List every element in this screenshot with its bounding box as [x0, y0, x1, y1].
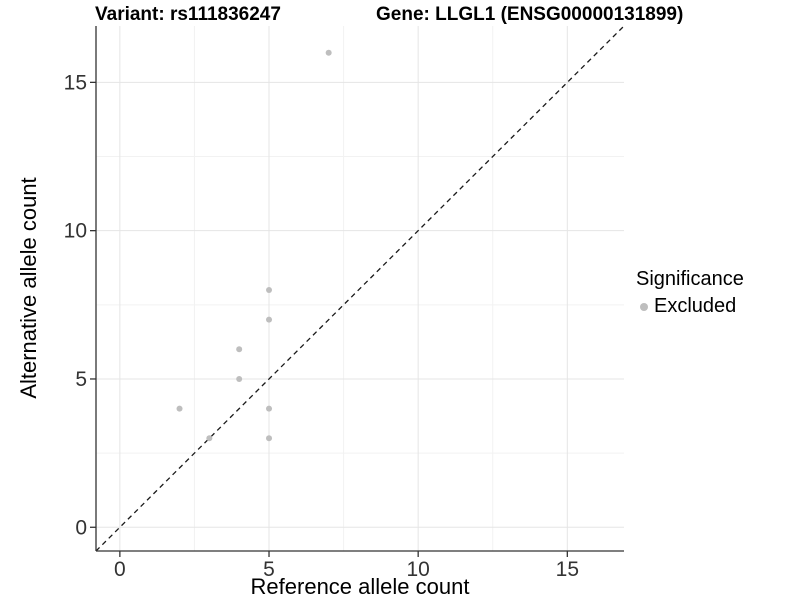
legend: Significance Excluded: [636, 268, 744, 318]
data-point: [266, 405, 273, 412]
y-tick-label: 15: [64, 71, 87, 94]
y-axis-title: Alternative allele count: [16, 177, 41, 399]
gene-title: Gene: LLGL1 (ENSG00000131899): [376, 4, 684, 25]
y-tick-label: 10: [64, 220, 87, 243]
legend-title: Significance: [636, 268, 744, 290]
x-tick-label: 5: [263, 558, 275, 581]
data-point: [176, 405, 183, 412]
x-tick-label: 10: [406, 558, 429, 581]
data-point: [266, 286, 273, 293]
y-tick-label: 0: [75, 516, 87, 539]
y-tick-label: 5: [75, 368, 87, 391]
x-tick-label: 15: [556, 558, 579, 581]
data-point: [266, 435, 273, 442]
variant-title: Variant: rs111836247: [95, 4, 281, 25]
data-point: [266, 316, 273, 323]
identity-reference-line: [95, 25, 625, 552]
data-point: [325, 49, 332, 56]
legend-item-excluded: Excluded: [636, 295, 744, 318]
x-tick-label: 0: [114, 558, 126, 581]
legend-item-label: Excluded: [654, 295, 737, 317]
data-point: [236, 375, 243, 382]
x-axis-title: Reference allele count: [250, 574, 470, 599]
data-point: [206, 435, 213, 442]
excluded-point-icon: [640, 302, 648, 311]
data-point: [236, 346, 243, 353]
